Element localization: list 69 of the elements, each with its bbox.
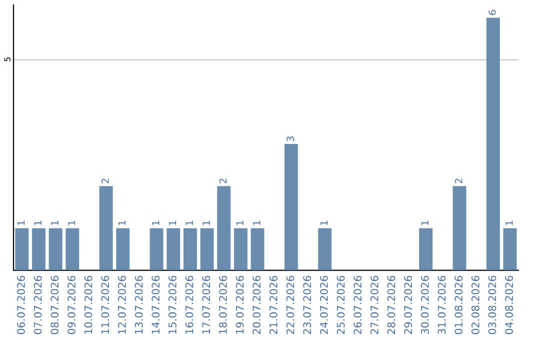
bar [217, 186, 231, 270]
x-tick-label: 13.07.2026 [134, 276, 143, 334]
x-tick-label: 29.07.2026 [404, 276, 412, 334]
x-tick-label: 28.07.2026 [387, 276, 396, 334]
bar [250, 228, 264, 270]
x-tick-label: 17.07.2026 [202, 276, 210, 334]
data-label: 1 [34, 220, 42, 226]
data-label: 3 [286, 136, 294, 142]
bar [183, 228, 197, 270]
data-label: 1 [68, 220, 76, 226]
x-tick-label: 06.07.2026 [17, 276, 25, 334]
x-tick-label: 27.07.2026 [370, 276, 378, 334]
bar [284, 144, 298, 270]
bar [32, 228, 46, 270]
bar [66, 228, 80, 270]
data-label: 2 [219, 178, 227, 184]
x-tick-label: 15.07.2026 [168, 276, 176, 334]
x-tick-label: 18.07.2026 [219, 276, 227, 334]
bar [419, 228, 433, 270]
x-tick-label: 20.07.2026 [252, 276, 261, 334]
data-label: 1 [253, 220, 260, 226]
x-tick-label: 04.08.2026 [505, 276, 514, 334]
data-label: 1 [236, 220, 244, 226]
bar [116, 228, 130, 270]
data-label: 6 [488, 10, 496, 15]
x-tick-label: 11.07.2026 [101, 276, 110, 334]
x-tick-label: 30.07.2026 [420, 276, 429, 334]
x-tick-label: 07.07.2026 [34, 276, 42, 334]
x-tick-label: 01.08.2026 [454, 276, 463, 334]
x-tick-label: 22.07.2026 [286, 276, 294, 334]
data-label: 1 [320, 220, 328, 226]
x-tick-label: 23.07.2026 [303, 276, 312, 334]
x-tick-label: 08.07.2026 [50, 276, 59, 334]
x-tick-label: 10.07.2026 [84, 276, 92, 334]
data-label: 1 [118, 220, 126, 226]
x-tick-label: 24.07.2026 [320, 276, 328, 334]
bar [48, 228, 62, 270]
bar [234, 228, 248, 270]
data-label: 1 [168, 220, 176, 226]
x-tick-label: 16.07.2026 [185, 276, 194, 334]
data-label: 1 [506, 220, 513, 226]
x-tick-label: 26.07.2026 [354, 276, 362, 334]
bar [15, 228, 29, 270]
x-tick-label: 31.07.2026 [438, 276, 446, 334]
x-tick-label: 03.08.2026 [488, 276, 496, 334]
bar [486, 18, 500, 270]
x-tick-label: 02.08.2026 [471, 276, 480, 334]
data-label: 1 [152, 220, 160, 226]
x-tick-label: 25.07.2026 [336, 276, 345, 334]
bar [99, 186, 113, 270]
data-label: 1 [18, 220, 25, 226]
bar [166, 228, 180, 270]
x-tick-label: 12.07.2026 [118, 276, 126, 334]
data-label: 1 [421, 220, 429, 226]
bar [200, 228, 214, 270]
bar [503, 228, 517, 270]
x-tick-label: 19.07.2026 [236, 276, 244, 334]
bar [150, 228, 164, 270]
data-label: 1 [186, 220, 193, 226]
data-label: 2 [454, 178, 462, 184]
x-tick-label: 09.07.2026 [68, 276, 76, 334]
bar [318, 228, 332, 270]
x-tick-label: 21.07.2026 [270, 276, 278, 334]
data-label: 2 [102, 178, 109, 184]
y-tick-label: 5 [4, 57, 10, 62]
x-tick-label: 14.07.2026 [152, 276, 160, 334]
data-label: 1 [51, 220, 58, 226]
data-label: 1 [202, 220, 210, 226]
bar [452, 186, 466, 270]
